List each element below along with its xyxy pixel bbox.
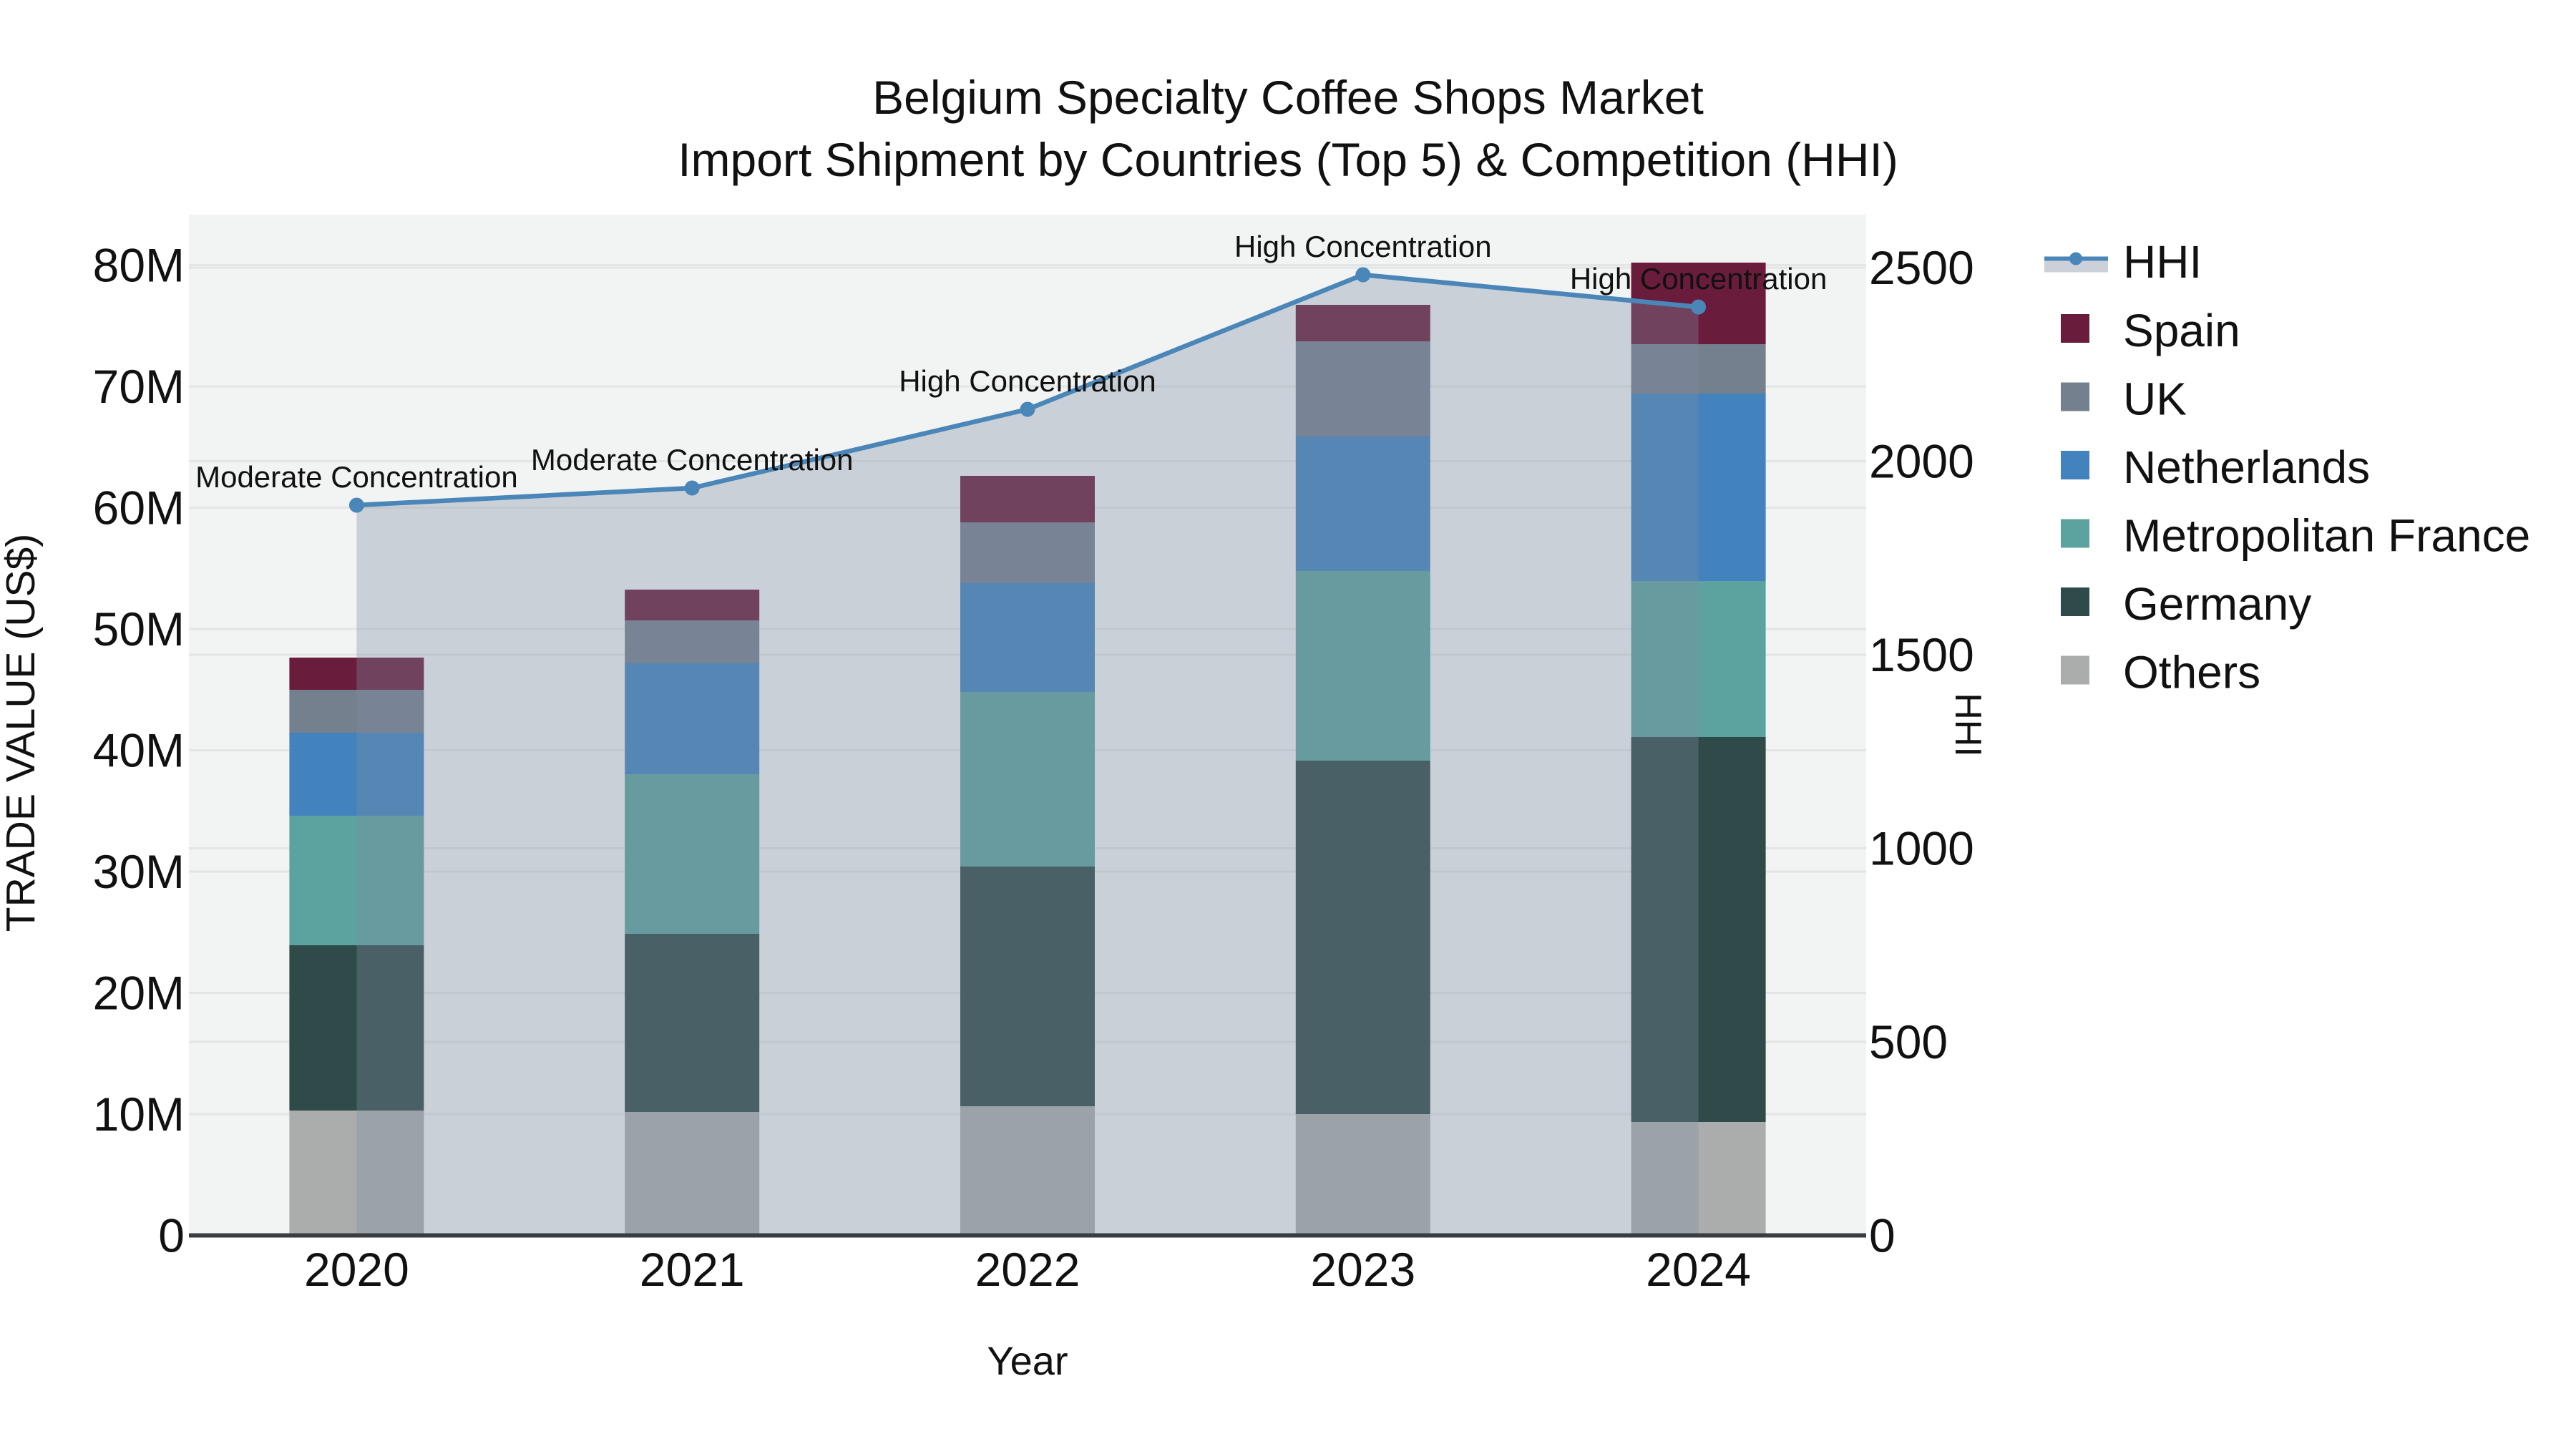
svg-text:UK: UK [2123, 374, 2187, 425]
svg-text:High Concentration: High Concentration [1234, 230, 1492, 263]
svg-text:HHI: HHI [1947, 693, 1989, 757]
svg-text:Metropolitan France: Metropolitan France [2123, 510, 2530, 562]
svg-text:Import Shipment by Countries (: Import Shipment by Countries (Top 5) & C… [678, 133, 1898, 186]
svg-text:2023: 2023 [1310, 1243, 1415, 1296]
svg-text:Spain: Spain [2123, 305, 2240, 356]
svg-text:1500: 1500 [1869, 628, 1974, 681]
svg-text:HHI: HHI [2123, 236, 2202, 288]
svg-text:500: 500 [1869, 1015, 1948, 1068]
svg-text:Moderate Concentration: Moderate Concentration [531, 443, 854, 477]
svg-text:30M: 30M [93, 845, 185, 898]
svg-text:Belgium Specialty Coffee Shops: Belgium Specialty Coffee Shops Market [872, 71, 1704, 124]
svg-text:80M: 80M [93, 239, 185, 292]
svg-text:20M: 20M [93, 967, 185, 1020]
svg-text:2000: 2000 [1869, 435, 1974, 488]
svg-text:Netherlands: Netherlands [2123, 441, 2370, 493]
svg-text:10M: 10M [93, 1088, 185, 1141]
svg-text:High Concentration: High Concentration [899, 364, 1156, 398]
svg-text:2500: 2500 [1869, 241, 1974, 294]
svg-text:50M: 50M [93, 602, 185, 655]
svg-text:70M: 70M [93, 360, 185, 413]
svg-text:60M: 60M [93, 482, 185, 535]
svg-text:2024: 2024 [1646, 1243, 1751, 1296]
svg-text:0: 0 [158, 1209, 185, 1262]
svg-text:Germany: Germany [2123, 578, 2311, 630]
svg-text:Year: Year [987, 1338, 1068, 1383]
svg-text:2020: 2020 [304, 1243, 409, 1296]
svg-text:1000: 1000 [1869, 822, 1974, 875]
svg-text:Moderate Concentration: Moderate Concentration [195, 460, 518, 494]
svg-text:0: 0 [1869, 1209, 1896, 1262]
svg-text:Others: Others [2123, 647, 2260, 698]
svg-text:2022: 2022 [975, 1243, 1080, 1296]
svg-text:TRADE VALUE (US$): TRADE VALUE (US$) [0, 534, 44, 932]
svg-text:40M: 40M [93, 724, 185, 777]
svg-text:2021: 2021 [640, 1243, 745, 1296]
svg-text:High Concentration: High Concentration [1570, 262, 1828, 296]
